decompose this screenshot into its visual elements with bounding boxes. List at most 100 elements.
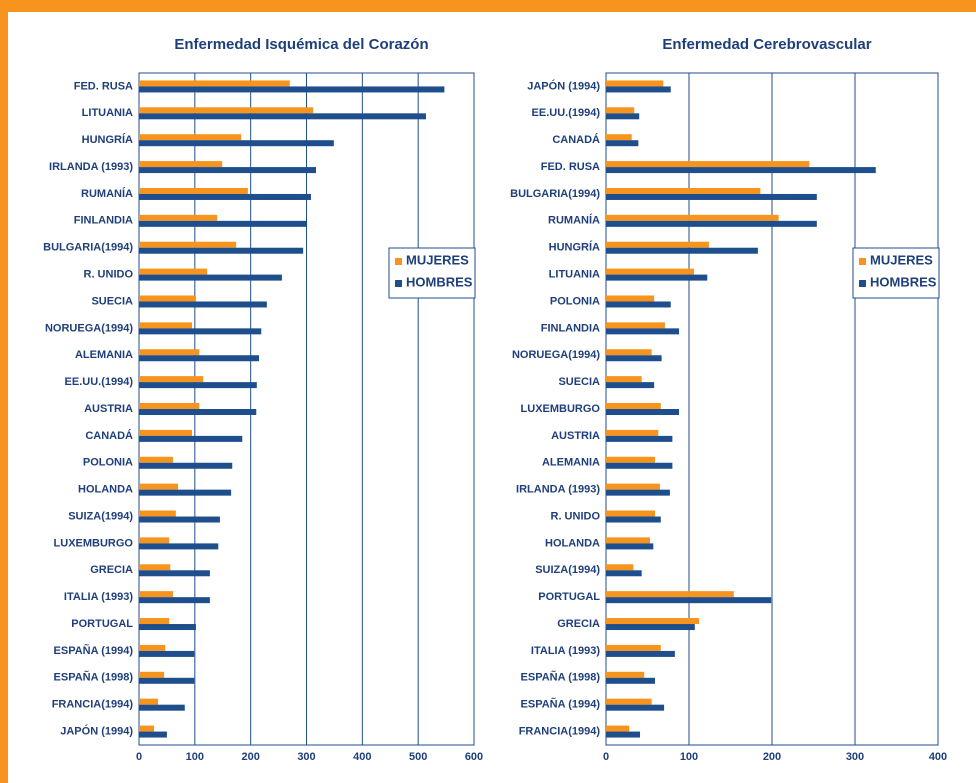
y-tick-label: SUECIA <box>91 295 133 307</box>
x-tick-label: 400 <box>929 751 947 763</box>
y-tick-label: CANADÁ <box>552 133 600 146</box>
bar <box>606 671 645 678</box>
bar <box>139 86 445 93</box>
bar <box>606 382 655 389</box>
bar <box>139 214 218 221</box>
bar <box>139 618 170 625</box>
bar <box>606 429 659 436</box>
bar <box>139 650 195 657</box>
legend-swatch <box>395 258 402 265</box>
bar <box>139 543 219 550</box>
y-tick-label: BULGARIA(1994) <box>510 188 600 200</box>
bar <box>139 247 304 254</box>
bar <box>139 382 257 389</box>
bar <box>139 268 208 275</box>
bar <box>606 403 661 409</box>
legend-label: HOMBRES <box>406 274 473 289</box>
bar <box>606 543 654 550</box>
y-tick-label: FINLANDIA <box>541 322 600 334</box>
legend-box <box>852 247 940 299</box>
legend-swatch <box>859 258 866 265</box>
x-tick-label: 600 <box>465 751 483 763</box>
bar <box>606 161 810 168</box>
y-tick-label: SUIZA(1994) <box>68 510 133 522</box>
bar <box>606 241 709 248</box>
bar <box>139 409 257 415</box>
y-tick-label: AUSTRIA <box>84 403 133 415</box>
bar <box>139 644 166 651</box>
y-tick-label: IRLANDA (1993) <box>49 161 133 173</box>
y-tick-label: ITALIA (1993) <box>64 591 133 603</box>
bar <box>139 355 260 362</box>
y-tick-label: ESPAÑA (1994) <box>521 698 601 711</box>
y-tick-label: EE.UU.(1994) <box>65 376 134 388</box>
bar <box>139 295 196 302</box>
bar <box>606 537 650 544</box>
bar <box>606 624 695 631</box>
bar <box>139 570 210 577</box>
bar <box>139 591 174 598</box>
legend-label: MUJERES <box>870 252 933 267</box>
x-tick-label: 100 <box>680 751 698 763</box>
bar <box>606 483 660 490</box>
bar <box>606 134 632 141</box>
y-tick-label: AUSTRIA <box>551 430 600 442</box>
bar <box>606 322 665 329</box>
bar <box>139 134 242 141</box>
bar <box>139 113 426 120</box>
y-tick-label: NORUEGA(1994) <box>45 322 133 334</box>
y-tick-label: LUXEMBURGO <box>521 403 601 415</box>
y-tick-label: ALEMANIA <box>75 349 133 361</box>
bar <box>606 650 675 657</box>
bar <box>606 591 734 598</box>
x-tick-label: 0 <box>136 751 142 763</box>
y-tick-label: ITALIA (1993) <box>531 645 600 657</box>
bar <box>139 725 155 732</box>
y-tick-label: ESPAÑA (1994) <box>54 644 134 657</box>
x-tick-label: 400 <box>353 751 371 763</box>
bar <box>139 731 167 738</box>
x-tick-label: 500 <box>409 751 427 763</box>
bar <box>606 435 673 442</box>
bar <box>606 510 655 517</box>
bar <box>606 214 779 221</box>
y-tick-label: JAPÓN (1994) <box>60 724 133 737</box>
legend-swatch <box>859 280 866 287</box>
legend-box <box>388 247 476 299</box>
bar <box>606 462 673 469</box>
bar <box>606 80 664 87</box>
y-tick-label: R. UNIDO <box>84 269 134 281</box>
legend-label: MUJERES <box>406 252 469 267</box>
y-tick-label: ESPAÑA (1998) <box>54 671 134 684</box>
bar <box>139 624 196 631</box>
bar <box>139 698 158 705</box>
y-tick-label: HOLANDA <box>545 537 600 549</box>
bar <box>606 187 761 194</box>
y-tick-label: ESPAÑA (1998) <box>521 671 601 684</box>
bar <box>139 489 232 496</box>
y-tick-label: RUMANÍA <box>548 214 600 227</box>
bar <box>606 295 655 302</box>
bar <box>606 564 634 571</box>
bar <box>606 376 642 383</box>
bar <box>139 167 316 174</box>
y-tick-label: LUXEMBURGO <box>54 537 134 549</box>
legend-label: HOMBRES <box>870 274 937 289</box>
bar <box>139 328 262 335</box>
bar <box>606 86 671 93</box>
bar <box>606 456 655 463</box>
legend-swatch <box>395 280 402 287</box>
background <box>8 12 976 783</box>
x-tick-label: 300 <box>297 751 315 763</box>
y-tick-label: HUNGRÍA <box>549 241 600 254</box>
bar <box>606 220 817 227</box>
bar <box>139 187 248 194</box>
bar <box>139 462 233 469</box>
chart-title: Enfermedad Isquémica del Corazón <box>174 36 428 53</box>
y-tick-label: PORTUGAL <box>538 591 600 603</box>
y-tick-label: FED. RUSA <box>541 161 600 173</box>
bar <box>139 456 174 463</box>
y-tick-label: HUNGRÍA <box>82 133 133 146</box>
y-tick-label: POLONIA <box>550 295 600 307</box>
